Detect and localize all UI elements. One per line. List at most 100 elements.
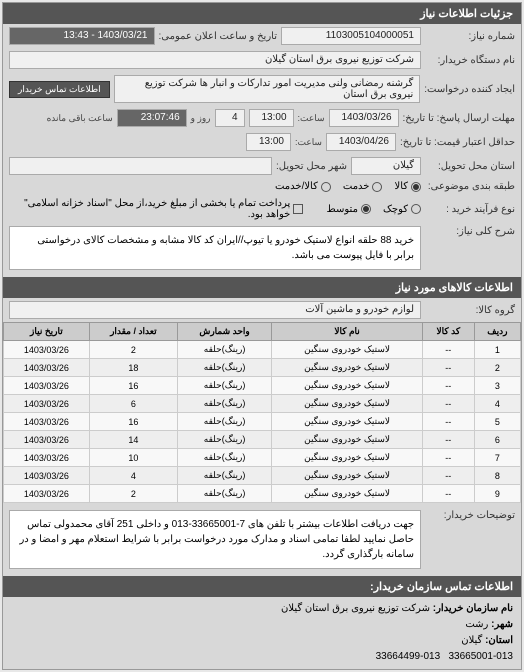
table-header: نام کالا (272, 323, 423, 341)
deadline-send-label: مهلت ارسال پاسخ: تا تاریخ: (403, 113, 515, 124)
table-row[interactable]: 8--لاستیک خودروی سنگین(رینگ)حلقه41403/03… (4, 467, 521, 485)
table-cell: 6 (474, 431, 520, 449)
deadline-send-time: 13:00 (249, 109, 294, 127)
table-cell: (رینگ)حلقه (177, 395, 271, 413)
table-cell: 1403/03/26 (4, 413, 90, 431)
table-cell: -- (422, 413, 474, 431)
phone-2: 33664499-013 (376, 651, 441, 662)
delivery-place-label: استان محل تحویل: (425, 161, 515, 172)
price-deadline-time: 13:00 (246, 133, 291, 151)
buyer-org-value: شرکت توزیع نیروی برق استان گیلان (9, 51, 421, 69)
table-cell: -- (422, 377, 474, 395)
table-cell: 1403/03/26 (4, 377, 90, 395)
delivery-city-label: شهر محل تحویل: (276, 161, 347, 172)
table-cell: 1403/03/26 (4, 359, 90, 377)
table-header: واحد شمارش (177, 323, 271, 341)
group-value: لوازم خودرو و ماشین آلات (9, 301, 421, 319)
table-cell: 4 (89, 467, 177, 485)
radio-icon (372, 182, 382, 192)
table-cell: -- (422, 395, 474, 413)
announce-value: 1403/03/21 - 13:43 (9, 27, 155, 45)
table-cell: لاستیک خودروی سنگین (272, 377, 423, 395)
table-cell: لاستیک خودروی سنگین (272, 431, 423, 449)
table-row[interactable]: 3--لاستیک خودروی سنگین(رینگ)حلقه161403/0… (4, 377, 521, 395)
table-cell: لاستیک خودروی سنگین (272, 449, 423, 467)
deadline-send-date: 1403/03/26 (329, 109, 399, 127)
table-cell: 10 (89, 449, 177, 467)
table-row[interactable]: 4--لاستیک خودروی سنگین(رینگ)حلقه61403/03… (4, 395, 521, 413)
table-cell: 5 (474, 413, 520, 431)
radio-goods[interactable]: کالا (394, 181, 421, 192)
table-cell: (رینگ)حلقه (177, 431, 271, 449)
table-header: ردیف (474, 323, 520, 341)
table-cell: 18 (89, 359, 177, 377)
table-cell: 2 (474, 359, 520, 377)
table-cell: لاستیک خودروی سنگین (272, 341, 423, 359)
table-cell: 14 (89, 431, 177, 449)
buyer-org-label: نام دستگاه خریدار: (425, 55, 515, 66)
table-cell: 16 (89, 377, 177, 395)
table-cell: 4 (474, 395, 520, 413)
req-number-label: شماره نیاز: (425, 31, 515, 42)
table-cell: لاستیک خودروی سنگین (272, 395, 423, 413)
table-row[interactable]: 7--لاستیک خودروی سنگین(رینگ)حلقه101403/0… (4, 449, 521, 467)
table-cell: لاستیک خودروی سنگین (272, 413, 423, 431)
purchase-type-radio-group: کوچک متوسط (327, 204, 421, 215)
table-cell: 6 (89, 395, 177, 413)
remain-label: ساعت باقی مانده (47, 113, 113, 124)
time-label-1: ساعت: (298, 113, 325, 124)
radio-both[interactable]: کالا/خدمت (275, 181, 331, 192)
time-label-2: ساعت: (295, 137, 322, 148)
category-label: طبقه بندی موضوعی: (425, 181, 515, 192)
table-row[interactable]: 5--لاستیک خودروی سنگین(رینگ)حلقه161403/0… (4, 413, 521, 431)
table-cell: 2 (89, 341, 177, 359)
payment-note-check[interactable]: پرداخت تمام یا بخشی از مبلغ خرید،از محل … (9, 198, 303, 220)
contact-buyer-button[interactable]: اطلاعات تماس خریدار (9, 81, 110, 98)
req-number-value: 1103005104000051 (281, 27, 421, 45)
table-header: کد کالا (422, 323, 474, 341)
table-cell: 1403/03/26 (4, 467, 90, 485)
table-cell: -- (422, 431, 474, 449)
contact-info: نام سازمان خریدار: شرکت توزیع نیروی برق … (3, 597, 521, 669)
table-row[interactable]: 1--لاستیک خودروی سنگین(رینگ)حلقه21403/03… (4, 341, 521, 359)
table-cell: 1 (474, 341, 520, 359)
price-deadline-date: 1403/04/26 (326, 133, 396, 151)
table-cell: 1403/03/26 (4, 341, 90, 359)
table-row[interactable]: 6--لاستیک خودروی سنگین(رینگ)حلقه141403/0… (4, 431, 521, 449)
table-cell: 7 (474, 449, 520, 467)
table-cell: 16 (89, 413, 177, 431)
group-label: گروه کالا: (425, 305, 515, 316)
days-label: روز و (191, 113, 211, 124)
radio-small[interactable]: کوچک (383, 204, 421, 215)
table-cell: -- (422, 467, 474, 485)
requester-value: گرشنه رمضانی ولنی مدیریت امور تدارکات و … (114, 75, 421, 103)
radio-icon (361, 204, 371, 214)
radio-medium[interactable]: متوسط (327, 204, 371, 215)
items-table: ردیفکد کالانام کالاواحد شمارشتعداد / مقد… (3, 322, 521, 503)
radio-icon (411, 204, 421, 214)
contact-section-title: اطلاعات تماس سازمان خریدار: (3, 576, 521, 597)
table-row[interactable]: 9--لاستیک خودروی سنگین(رینگ)حلقه21403/03… (4, 485, 521, 503)
table-cell: 1403/03/26 (4, 431, 90, 449)
table-cell: 1403/03/26 (4, 395, 90, 413)
table-cell: 1403/03/26 (4, 485, 90, 503)
table-cell: 8 (474, 467, 520, 485)
table-cell: -- (422, 449, 474, 467)
time-remaining: 23:07:46 (117, 109, 187, 127)
radio-icon (321, 182, 331, 192)
items-section-title: اطلاعات کالاهای مورد نیاز (3, 277, 521, 298)
general-desc-label: شرح کلی نیاز: (425, 226, 515, 237)
table-header: تعداد / مقدار (89, 323, 177, 341)
radio-service[interactable]: خدمت (343, 181, 383, 192)
table-cell: لاستیک خودروی سنگین (272, 359, 423, 377)
days-remaining: 4 (215, 109, 245, 127)
table-cell: -- (422, 341, 474, 359)
table-cell: (رینگ)حلقه (177, 485, 271, 503)
table-cell: -- (422, 359, 474, 377)
table-row[interactable]: 2--لاستیک خودروی سنگین(رینگ)حلقه181403/0… (4, 359, 521, 377)
general-desc-value: خرید 88 حلقه انواع لاستیک خودرو یا تیوپ/… (9, 226, 421, 270)
table-cell: 2 (89, 485, 177, 503)
price-deadline-label: حداقل اعتبار قیمت: تا تاریخ: (400, 137, 515, 148)
panel-title: جزئیات اطلاعات نیاز (3, 3, 521, 24)
category-radio-group: کالا خدمت کالا/خدمت (275, 181, 421, 192)
